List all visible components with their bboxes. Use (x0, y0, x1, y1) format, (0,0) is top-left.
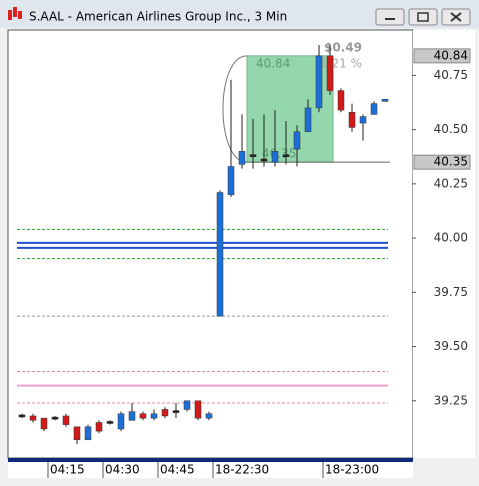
candle-body (29, 415, 37, 421)
candle-body (161, 409, 169, 417)
candle-body (95, 422, 103, 432)
candle-body (370, 103, 378, 115)
minimize-button[interactable] (375, 8, 405, 26)
candle-body (117, 413, 125, 430)
app-icon (8, 7, 22, 20)
candle-body (249, 154, 257, 157)
y-tick-label: 40.25 (434, 176, 468, 190)
candle-body (128, 411, 136, 421)
candle-body (326, 55, 334, 91)
candle-body (150, 413, 158, 419)
candle-body (293, 131, 301, 150)
time-axis-bar (8, 458, 413, 462)
candle-body (260, 158, 268, 162)
window-title: S.AAL - American Airlines Group Inc., 3 … (29, 10, 287, 24)
candle-body (381, 98, 389, 102)
candle-body (106, 421, 114, 424)
y-tick-label: 40.50 (434, 122, 468, 136)
x-tick-label: 04:45 (160, 463, 195, 477)
candle-body (304, 107, 312, 133)
x-tick-label: 18-23:00 (325, 463, 379, 477)
price-marker-label: 40.84 (434, 48, 468, 62)
y-tick-label: 39.75 (434, 285, 468, 299)
x-tick-label: 04:15 (50, 463, 85, 477)
time-axis (8, 462, 413, 478)
candle-body (337, 90, 345, 111)
candle-body (227, 166, 235, 195)
candle-body (216, 192, 224, 317)
close-button[interactable] (441, 8, 471, 26)
maximize-button[interactable] (408, 8, 438, 26)
candle-body (73, 426, 81, 441)
candle-body (348, 112, 356, 128)
candle-body (84, 426, 92, 441)
candle-body (18, 414, 26, 418)
y-tick-label: 40.00 (434, 231, 468, 245)
price-axis (413, 30, 475, 458)
candle-body (282, 154, 290, 157)
y-tick-label: 39.50 (434, 339, 468, 353)
annotation-bottom-label: 40.35 (262, 147, 296, 161)
annotation-top-label: 40.84 (256, 56, 290, 70)
candle-body (62, 415, 70, 425)
candle-body (183, 400, 191, 410)
price-marker (413, 48, 471, 64)
annotation-change: $0.49 (324, 40, 362, 54)
candle-body (205, 413, 213, 419)
y-tick-label: 40.75 (434, 68, 468, 82)
candle-body (51, 416, 59, 420)
plot-area (7, 29, 414, 459)
price-marker (413, 154, 471, 170)
candle-body (315, 55, 323, 109)
candle-body (139, 413, 147, 419)
candle-body (238, 151, 246, 165)
candle-body (271, 151, 279, 163)
candle-body (359, 116, 367, 124)
annotation-arc (222, 55, 248, 163)
price-marker-label: 40.35 (434, 155, 468, 169)
x-tick-label: 04:30 (105, 463, 140, 477)
x-tick-label: 18-22:30 (215, 463, 269, 477)
candle-body (194, 400, 202, 419)
candle-body (172, 410, 180, 413)
annotation-percent: 1.21 % (320, 56, 362, 70)
y-tick-label: 39.25 (434, 393, 468, 407)
candle-body (40, 417, 48, 430)
